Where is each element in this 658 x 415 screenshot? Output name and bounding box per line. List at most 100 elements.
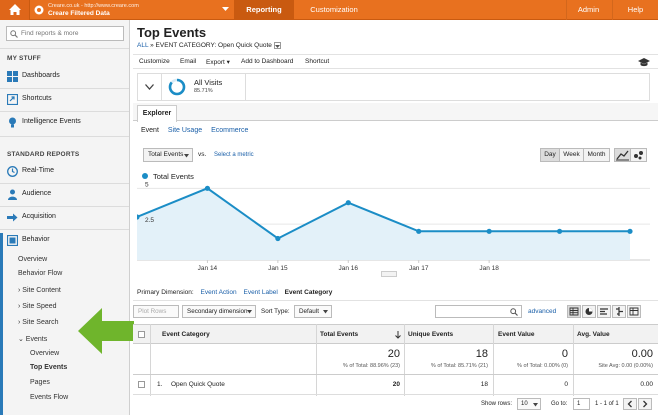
advanced-filter-link[interactable]: advanced	[528, 308, 557, 315]
data-point[interactable]	[556, 228, 563, 234]
motion-chart-button[interactable]	[630, 148, 647, 162]
select-metric-link[interactable]: Select a metric	[214, 152, 254, 158]
dimension-event-label[interactable]: Event Label	[243, 289, 278, 296]
breadcrumb-dropdown[interactable]	[273, 42, 281, 49]
dimension-event-action[interactable]: Event Action	[200, 289, 237, 296]
sidebar-item-acquisition[interactable]: Acquisition	[0, 207, 129, 229]
column-header-event-category[interactable]: Event Category	[162, 331, 210, 338]
tab-reporting[interactable]: Reporting	[234, 0, 294, 20]
goto-input[interactable]: 1	[573, 398, 590, 410]
bar-list-icon	[600, 308, 608, 315]
tab-customization[interactable]: Customization	[310, 5, 358, 14]
account-selector[interactable]: Creare.co.uk - http://www.creare.com Cre…	[48, 3, 232, 19]
dimension-event-category[interactable]: Event Category	[284, 289, 333, 296]
account-name: Creare Filtered Data	[48, 10, 110, 17]
acquisition-arrow-icon	[7, 213, 18, 222]
table-view-button[interactable]	[567, 305, 581, 318]
add-to-dashboard-button[interactable]: Add to Dashboard	[241, 58, 294, 65]
sidebar-item-site-speed[interactable]: › Site Speed	[18, 303, 57, 310]
sidebar-item-site-content[interactable]: › Site Content	[18, 287, 61, 294]
performance-view-button[interactable]	[597, 305, 611, 318]
chevron-down-icon	[184, 154, 189, 158]
sidebar-item-behavior-overview[interactable]: Overview	[18, 256, 48, 263]
tab-help[interactable]: Help	[612, 0, 658, 20]
standard-reports-heading: STANDARD REPORTS	[7, 151, 80, 158]
data-point[interactable]	[204, 185, 211, 191]
data-point[interactable]	[416, 228, 422, 234]
day-button[interactable]: Day	[540, 148, 560, 162]
segment-expand-button[interactable]	[138, 74, 162, 100]
subtab-event[interactable]: Event	[141, 127, 159, 134]
customize-button[interactable]: Customize	[139, 58, 170, 65]
previous-page-button[interactable]	[623, 398, 637, 410]
search-icon[interactable]	[510, 308, 518, 316]
row-checkbox[interactable]	[138, 381, 145, 388]
graduation-cap-icon[interactable]	[638, 58, 650, 67]
data-point[interactable]	[137, 214, 140, 220]
pie-view-button[interactable]	[582, 305, 596, 318]
sidebar-item-site-search[interactable]: › Site Search	[18, 319, 59, 326]
line-chart-button[interactable]	[614, 148, 631, 162]
row-event-category-link[interactable]: Open Quick Quote	[171, 381, 225, 388]
data-point[interactable]	[345, 200, 351, 206]
data-point[interactable]	[275, 235, 281, 242]
tab-explorer[interactable]: Explorer	[137, 105, 177, 122]
pivot-view-button[interactable]	[627, 305, 641, 318]
data-point[interactable]	[486, 228, 492, 234]
column-header-unique-events[interactable]: Unique Events	[408, 331, 454, 338]
next-page-button[interactable]	[638, 398, 652, 410]
month-button[interactable]: Month	[583, 148, 610, 162]
sidebar-item-behavior[interactable]: Behavior	[0, 230, 129, 252]
sidebar-item-shortcuts[interactable]: Shortcuts	[0, 89, 129, 111]
sidebar-item-label: Audience	[22, 190, 52, 197]
row-index: 1.	[157, 381, 163, 388]
table-filter-input[interactable]	[435, 305, 522, 318]
segment-percent: 85.71%	[194, 88, 213, 94]
export-button[interactable]: Export ▾	[206, 59, 230, 66]
subtab-ecommerce[interactable]: Ecommerce	[211, 127, 249, 134]
search-box[interactable]	[6, 26, 124, 41]
sort-type-select[interactable]: Default	[294, 305, 332, 318]
sort-arrow-down-icon[interactable]	[395, 331, 401, 339]
week-button[interactable]: Week	[559, 148, 584, 162]
sidebar-item-events[interactable]: ⌄ Events	[18, 336, 48, 343]
chart-resize-handle[interactable]	[381, 271, 397, 277]
sidebar-item-dashboards[interactable]: Dashboards	[0, 66, 129, 88]
column-header-event-value[interactable]: Event Value	[498, 331, 535, 338]
primary-dimension-label: Primary Dimension:	[137, 289, 194, 296]
sidebar-item-events-flow[interactable]: Events Flow	[30, 394, 69, 401]
shortcut-button[interactable]: Shortcut	[305, 58, 330, 65]
secondary-dimension-select[interactable]: Secondary dimension	[182, 305, 256, 318]
sidebar-item-audience[interactable]: Audience	[0, 184, 129, 206]
metric-select[interactable]: Total Events	[143, 148, 193, 162]
row-total-events: 20	[392, 381, 400, 388]
active-section-indicator	[0, 233, 3, 415]
chevron-down-icon	[274, 45, 280, 48]
sidebar-item-behavior-flow[interactable]: Behavior Flow	[18, 270, 63, 277]
account-chevron-down-icon[interactable]	[222, 7, 229, 12]
column-header-total-events[interactable]: Total Events	[320, 331, 359, 338]
data-point[interactable]	[627, 228, 633, 234]
segment-card[interactable]: All Visits 85.71%	[162, 74, 246, 100]
subtab-site-usage[interactable]: Site Usage	[167, 127, 203, 134]
table-row[interactable]: 1. Open Quick Quote 20 18 0 0.00	[133, 375, 658, 395]
row-unique-events: 18	[480, 381, 488, 388]
sidebar-item-real-time[interactable]: Real-Time	[0, 161, 129, 183]
sidebar-item-pages[interactable]: Pages	[30, 379, 50, 386]
explorer-tab-bar: Explorer	[133, 103, 658, 122]
column-header-avg-value[interactable]: Avg. Value	[577, 331, 610, 338]
plot-rows-button[interactable]: Plot Rows	[133, 305, 179, 318]
select-all-checkbox[interactable]	[138, 331, 145, 338]
search-input[interactable]	[21, 30, 121, 37]
tab-admin[interactable]: Admin	[566, 0, 610, 20]
sidebar-item-top-events[interactable]: Top Events	[30, 364, 68, 371]
show-rows-select[interactable]: 10	[517, 398, 541, 410]
sidebar-item-intelligence-events[interactable]: Intelligence Events	[0, 112, 129, 134]
comparison-view-button[interactable]	[612, 305, 626, 318]
segment-name: All Visits	[194, 78, 223, 87]
home-button[interactable]	[0, 0, 30, 20]
email-button[interactable]: Email	[180, 58, 197, 65]
sidebar-item-events-overview[interactable]: Overview	[30, 350, 60, 357]
y-tick-label: 2.5	[145, 217, 154, 224]
breadcrumb-all-link[interactable]: ALL	[137, 42, 149, 50]
